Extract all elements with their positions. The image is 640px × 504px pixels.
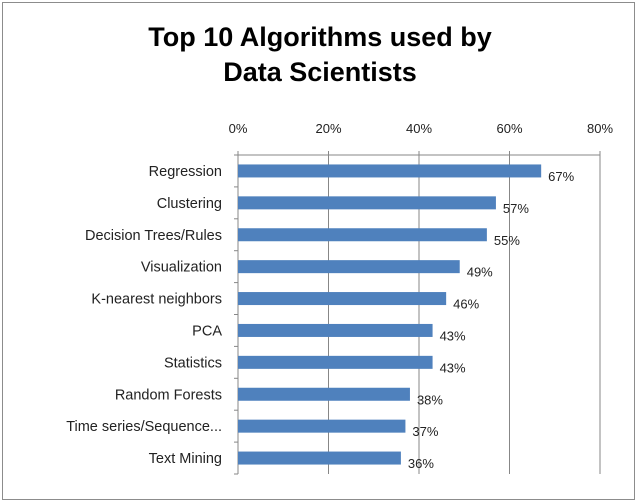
bar <box>238 196 496 210</box>
x-tick-label: 60% <box>496 121 522 136</box>
category-label: Statistics <box>164 355 222 371</box>
data-label: 49% <box>467 265 493 280</box>
bar <box>238 355 433 369</box>
data-label: 67% <box>548 169 574 184</box>
x-tick-label: 0% <box>229 121 248 136</box>
category-label: Regression <box>149 164 222 180</box>
category-label: Random Forests <box>115 387 222 403</box>
category-label: Text Mining <box>149 451 222 467</box>
bar <box>238 164 542 178</box>
x-tick-label: 80% <box>587 121 613 136</box>
bar <box>238 292 447 306</box>
category-label: Time series/Sequence... <box>66 419 222 435</box>
bar <box>238 323 433 337</box>
data-label: 36% <box>408 456 434 471</box>
data-label: 38% <box>417 392 443 407</box>
data-label: 46% <box>453 297 479 312</box>
bar <box>238 387 410 401</box>
chart-title-line-1: Top 10 Algorithms used by <box>148 22 492 52</box>
data-label: 43% <box>440 328 466 343</box>
category-label: K-nearest neighbors <box>91 292 222 308</box>
data-label: 43% <box>440 360 466 375</box>
data-label: 55% <box>494 233 520 248</box>
bar <box>238 228 487 242</box>
bar <box>238 419 406 433</box>
x-tick-label: 20% <box>315 121 341 136</box>
chart-title-line-2: Data Scientists <box>223 57 417 87</box>
chart-frame <box>2 2 635 500</box>
x-tick-label: 40% <box>406 121 432 136</box>
category-label: Decision Trees/Rules <box>85 228 222 244</box>
category-label: Visualization <box>141 260 222 276</box>
data-label: 37% <box>412 424 438 439</box>
bar <box>238 451 401 465</box>
category-label: Clustering <box>157 196 222 212</box>
bar <box>238 260 460 274</box>
chart-title: Top 10 Algorithms used by Data Scientist… <box>0 20 640 90</box>
data-label: 57% <box>503 201 529 216</box>
category-label: PCA <box>192 323 222 339</box>
